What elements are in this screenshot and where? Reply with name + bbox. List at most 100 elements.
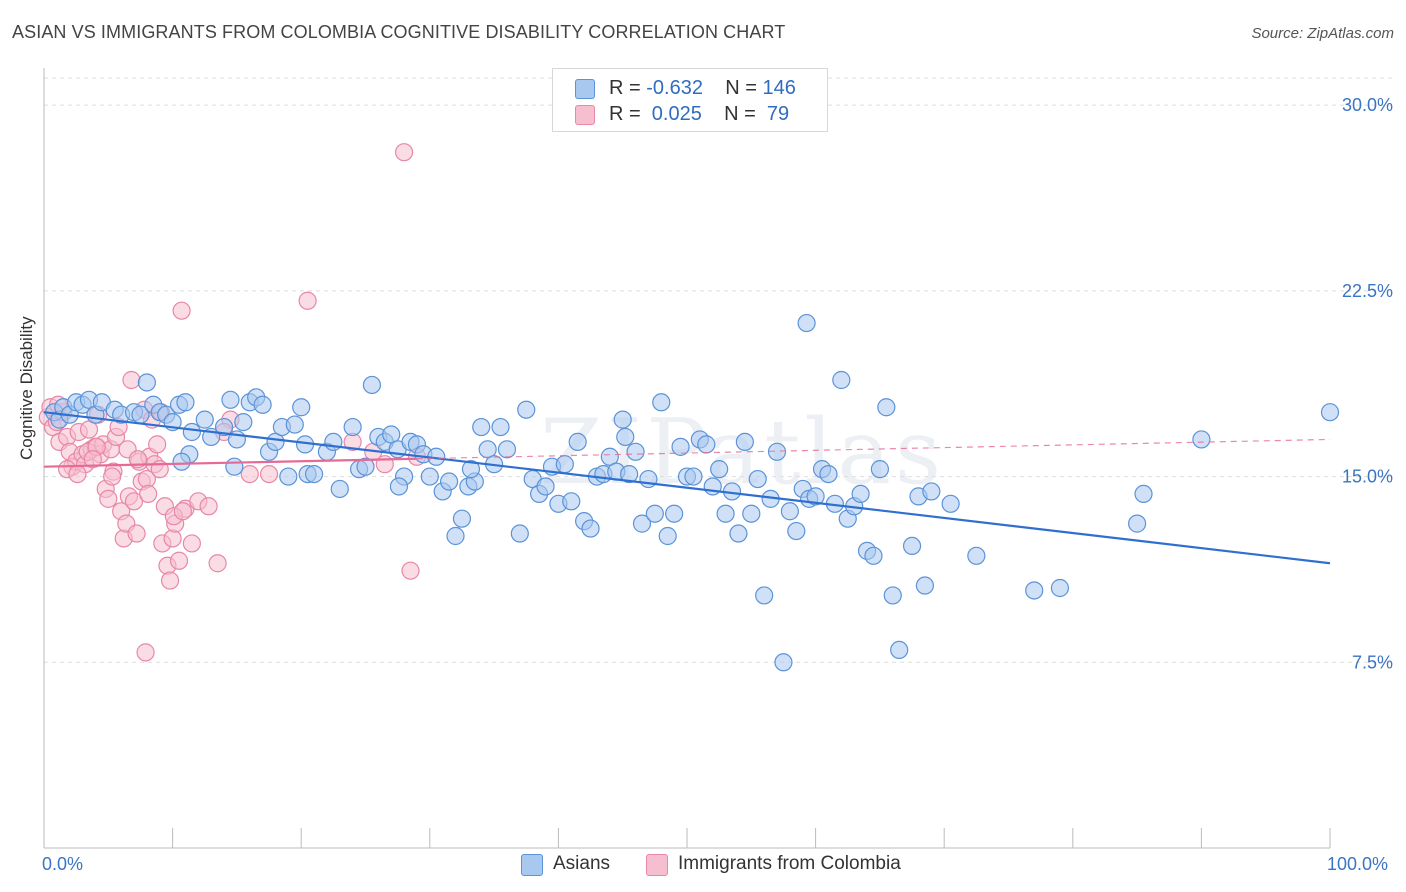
colombia-point xyxy=(103,467,122,486)
series-asians xyxy=(45,313,1340,672)
asians-point xyxy=(562,492,581,511)
asians-point xyxy=(510,524,529,543)
colombia-trend-line-dashed xyxy=(416,438,1331,460)
asians-point xyxy=(452,509,472,528)
colombia-point xyxy=(259,464,279,484)
colombia-point xyxy=(127,524,146,543)
asians-point xyxy=(716,504,735,523)
colombia-point xyxy=(401,561,420,580)
asians-point xyxy=(461,460,481,479)
asians-point xyxy=(883,586,902,605)
y-tick-labels: 7.5% 15.0% 22.5% 30.0% xyxy=(1342,95,1393,672)
asians-point xyxy=(658,526,677,546)
asians-point xyxy=(941,494,960,513)
y-tick-label: 7.5% xyxy=(1352,652,1393,672)
colombia-point xyxy=(182,534,201,553)
legend-n-label: N = xyxy=(724,103,762,125)
asians-trend-line xyxy=(43,411,1331,565)
legend-r-label: R = xyxy=(609,77,647,99)
colombia-point xyxy=(139,484,158,504)
asians-point xyxy=(214,417,234,437)
asians-point xyxy=(491,417,510,437)
colombia-point xyxy=(83,450,102,469)
asians-point xyxy=(806,487,825,506)
asians-point xyxy=(253,395,272,414)
bottom-legend-label-asians: Asians xyxy=(553,853,611,874)
colombia-point xyxy=(99,489,118,508)
x-tick-label-min: 0.0% xyxy=(42,854,84,874)
colombia-point xyxy=(199,497,218,516)
asians-point xyxy=(1050,578,1070,598)
asians-point xyxy=(620,464,639,484)
x-tick-label-max: 100.0% xyxy=(1327,854,1389,874)
y-axis-label: Cognitive Disability xyxy=(17,316,36,460)
asians-point xyxy=(279,467,298,486)
asians-point xyxy=(1025,581,1044,600)
asians-point xyxy=(446,526,465,546)
colombia-point xyxy=(298,291,317,310)
asians-point xyxy=(616,427,635,447)
asians-point xyxy=(497,440,517,459)
asians-point xyxy=(137,373,156,392)
legend-n-label: N = xyxy=(725,77,763,99)
asians-point xyxy=(710,460,729,479)
asians-point xyxy=(774,653,793,672)
colombia-trend-line-solid xyxy=(43,457,417,468)
colombia-point xyxy=(136,643,155,662)
y-tick-label: 30.0% xyxy=(1342,95,1393,115)
asians-point xyxy=(735,432,754,452)
asians-point xyxy=(356,457,375,476)
asians-point xyxy=(922,482,941,501)
asians-point xyxy=(780,502,799,521)
asians-point xyxy=(362,375,382,395)
asians-point xyxy=(729,524,748,543)
bottom-legend-swatch-colombia xyxy=(646,854,668,876)
colombia-point xyxy=(172,301,191,320)
asians-point xyxy=(439,472,459,491)
chart-source: Source: ZipAtlas.com xyxy=(1251,25,1394,42)
asians-point xyxy=(797,313,816,333)
colombia-point xyxy=(208,554,227,573)
asians-point xyxy=(626,442,645,461)
asians-point xyxy=(225,457,244,476)
asians-point xyxy=(632,514,652,533)
asians-point xyxy=(832,370,851,390)
legend-swatch-colombia xyxy=(575,105,595,125)
asians-point xyxy=(742,504,761,523)
asians-point xyxy=(665,504,684,523)
colombia-point xyxy=(173,502,192,521)
colombia-point xyxy=(394,143,414,162)
colombia-point xyxy=(240,464,259,484)
grid-lines xyxy=(44,77,1392,663)
colombia-point xyxy=(124,492,144,511)
asians-point xyxy=(1134,484,1153,504)
asians-point xyxy=(420,467,439,486)
asians-point xyxy=(304,464,324,484)
asians-point xyxy=(172,452,191,471)
asians-point xyxy=(536,477,555,496)
asians-point xyxy=(915,576,935,595)
legend-swatch-asians xyxy=(575,79,595,99)
asians-point xyxy=(697,435,716,454)
asians-point xyxy=(292,398,311,417)
legend-n-value: 79 xyxy=(761,103,790,125)
asians-point xyxy=(221,390,240,409)
asians-point xyxy=(176,393,195,412)
asians-point xyxy=(613,410,632,429)
legend-r-label: R = xyxy=(609,103,647,125)
legend-r-value: -0.632 xyxy=(646,77,703,99)
asians-point xyxy=(472,417,491,437)
asians-point xyxy=(568,432,587,452)
asians-point xyxy=(787,521,806,541)
asians-point xyxy=(581,519,600,538)
asians-point xyxy=(864,546,883,565)
chart-title: ASIAN VS IMMIGRANTS FROM COLOMBIA COGNIT… xyxy=(12,22,786,42)
asians-point xyxy=(555,455,574,474)
asians-point xyxy=(639,469,658,489)
asians-point xyxy=(890,640,909,660)
colombia-point xyxy=(122,370,141,390)
asians-point xyxy=(767,442,787,461)
asians-point xyxy=(870,460,890,479)
asians-point xyxy=(819,464,838,484)
asians-point xyxy=(195,410,214,429)
